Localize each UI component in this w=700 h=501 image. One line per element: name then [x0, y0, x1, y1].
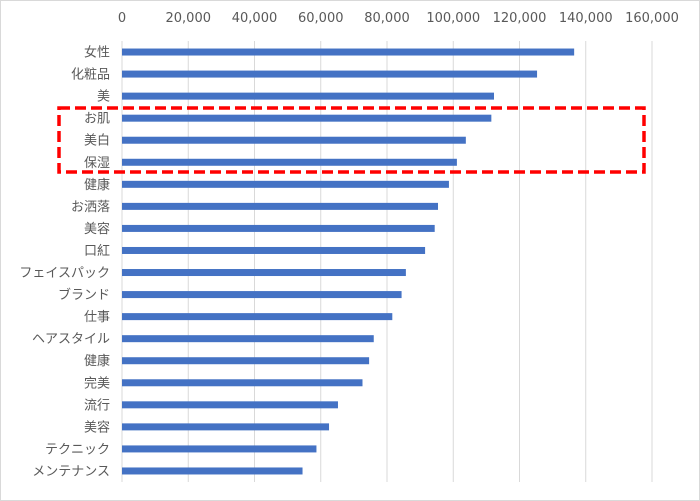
- category-label: お洒落: [71, 200, 110, 215]
- bar: [122, 158, 457, 166]
- bar: [122, 224, 435, 232]
- x-tick-label: 80,000: [364, 11, 410, 26]
- bar: [122, 379, 363, 387]
- category-label: テクニック: [45, 442, 110, 457]
- bar: [122, 246, 426, 254]
- category-label: 口紅: [84, 244, 110, 259]
- bar: [122, 467, 303, 475]
- x-tick-label: 100,000: [426, 11, 480, 26]
- bar: [122, 114, 492, 122]
- bar: [122, 313, 393, 321]
- category-label: ヘアスタイル: [32, 332, 110, 347]
- category-label: 健康: [84, 353, 110, 369]
- bar: [122, 92, 494, 100]
- category-label: ブランド: [58, 287, 110, 303]
- bar: [122, 48, 575, 56]
- bar: [122, 291, 402, 299]
- category-label: 保湿: [84, 156, 110, 171]
- bar: [122, 202, 439, 210]
- category-label: 美容: [84, 419, 110, 435]
- x-tick-label: 0: [118, 11, 126, 26]
- category-label: フェイスパック: [19, 266, 110, 281]
- x-tick-label: 120,000: [493, 11, 547, 26]
- x-tick-label: 140,000: [559, 11, 613, 26]
- bar: [122, 180, 449, 188]
- category-label: 完美: [84, 376, 110, 391]
- category-label: メンテナンス: [32, 464, 110, 479]
- x-tick-label: 160,000: [625, 11, 679, 26]
- category-label: お肌: [84, 112, 110, 127]
- x-tick-label: 40,000: [232, 11, 278, 26]
- category-label: 仕事: [84, 310, 110, 325]
- category-label: 健康: [84, 177, 110, 193]
- category-label: 化粧品: [71, 68, 110, 83]
- bar: [122, 445, 317, 453]
- bar: [122, 357, 370, 365]
- x-tick-label: 20,000: [166, 11, 212, 26]
- bar: [122, 70, 538, 78]
- bar: [122, 423, 330, 431]
- bar: [122, 269, 406, 277]
- bar: [122, 401, 338, 409]
- category-label: 流行: [84, 398, 110, 413]
- category-label: 美白: [84, 133, 110, 149]
- bar: [122, 335, 374, 343]
- x-tick-label: 60,000: [298, 11, 344, 26]
- category-label: 女性: [84, 45, 110, 61]
- highlight-box: [57, 106, 646, 174]
- category-label: 美: [97, 90, 110, 105]
- category-label: 美容: [84, 221, 110, 237]
- bar: [122, 136, 466, 144]
